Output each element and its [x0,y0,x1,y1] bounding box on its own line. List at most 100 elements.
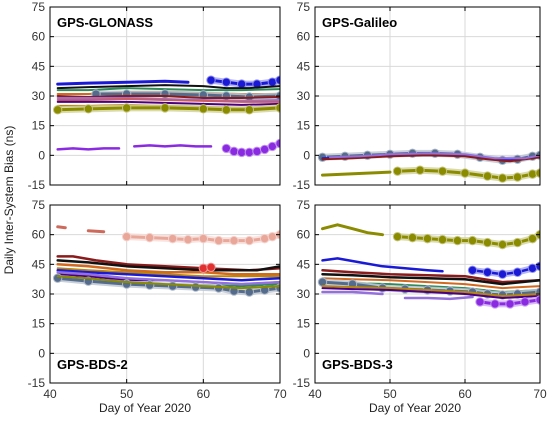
series-line-10 [56,100,280,106]
data-point [160,103,170,113]
series-line-4 [329,152,540,160]
data-point [467,235,478,246]
data-point [317,277,328,287]
series-line-3 [56,84,280,90]
data-point [244,235,255,246]
data-point [52,105,63,115]
series-group [317,223,540,309]
xtick-label: 50 [120,387,134,401]
ytick-label: 30 [32,287,46,301]
ytick-label: 75 [32,198,46,212]
data-point [482,171,493,181]
data-point [244,147,255,158]
data-point [512,172,523,182]
data-point [83,104,94,114]
data-point [490,299,500,309]
data-point [437,234,448,245]
data-point [407,232,418,243]
ytick-label: -15 [293,376,311,390]
ytick-label: 15 [32,119,46,133]
data-point [415,165,425,175]
figure-xlabel-right: Day of Year 2020 [369,401,461,415]
ytick-label: 30 [297,89,311,103]
data-point [467,265,478,275]
series-line-7 [56,267,280,278]
ytick-label: 15 [297,317,311,331]
series-group [317,148,540,183]
ytick-label: 0 [38,148,45,162]
data-point [482,237,493,248]
data-point [497,269,508,279]
panel-1: -15 0 15 30 45 60 75 GPS-GLONASS [28,0,281,192]
data-point [121,231,132,242]
series-line-12 [56,270,280,286]
data-point [482,267,493,277]
ytick-label: 60 [297,30,311,44]
data-point [236,147,247,158]
ytick-label: 45 [297,257,311,271]
data-point [267,77,278,87]
ytick-label: 75 [297,198,311,212]
data-point [190,282,201,292]
panel-title: GPS-BDS-3 [322,357,393,372]
panel-title: GPS-Galileo [322,15,397,30]
data-point [221,143,232,154]
ytick-label: 45 [32,257,46,271]
ytick-label: 75 [32,0,46,14]
data-point [259,144,270,155]
data-point [198,263,209,273]
data-point [512,267,523,277]
xtick-label: 70 [273,387,287,401]
data-point [236,79,247,89]
data-point [259,233,270,244]
data-point [206,75,216,85]
data-point [221,105,232,115]
ytick-label: -15 [28,376,46,390]
ytick-label: 30 [32,89,46,103]
data-point [452,235,463,246]
series-line-1 [56,225,67,230]
data-point [221,77,232,87]
data-point [183,234,193,245]
ytick-label: 0 [303,346,310,360]
xtick-label: 60 [197,387,211,401]
series-line-14 [56,275,280,290]
data-point [198,104,209,114]
ytick-label: 15 [32,317,46,331]
figure-xlabel-left: Day of Year 2020 [99,401,191,415]
series-line-13 [403,295,474,301]
series-line-3 [321,257,444,273]
xtick-label: 60 [458,387,472,401]
ytick-label: 30 [297,287,311,301]
panels: -15 0 15 30 45 60 75 GPS-GLONASS -15 0 15 30 45 60 75 G… [28,0,547,401]
series-line-10 [321,285,540,297]
ytick-label: 15 [297,119,311,133]
data-point [422,233,433,244]
series-line-2 [86,229,106,234]
ytick-label: -15 [28,178,46,192]
data-point [213,283,224,293]
data-point [267,231,278,242]
data-point [229,235,239,246]
series-group [52,225,280,297]
ytick-label: -15 [293,178,311,192]
data-point [144,232,155,243]
data-point [497,173,508,183]
series-line-5 [321,269,540,284]
series-group [52,75,280,158]
series-line-9 [56,98,280,103]
panel-title: GPS-GLONASS [57,15,153,30]
series-line-11 [321,287,540,299]
ytick-label: 0 [303,148,310,162]
series-line-5 [321,170,392,177]
xtick-label: 50 [383,387,397,401]
series-line-4 [56,87,280,92]
data-point [392,231,403,242]
data-point [121,103,132,113]
data-point [460,168,470,178]
xtick-label: 40 [43,387,57,401]
data-point [475,297,485,307]
data-point [198,233,209,244]
